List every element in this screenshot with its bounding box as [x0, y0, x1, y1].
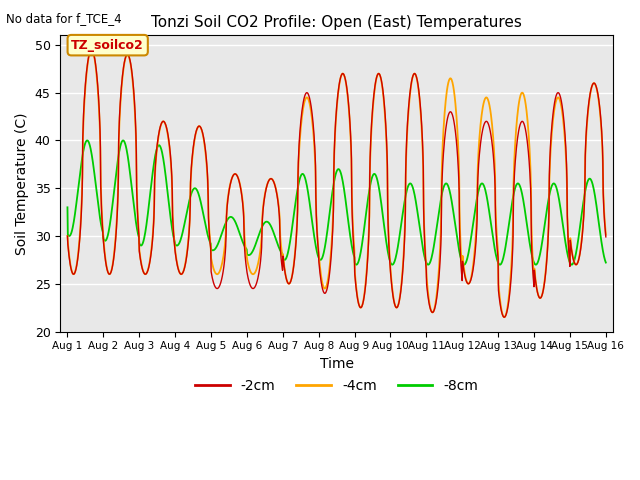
Text: No data for f_TCE_4: No data for f_TCE_4 [6, 12, 122, 25]
Text: TZ_soilco2: TZ_soilco2 [71, 39, 144, 52]
Title: Tonzi Soil CO2 Profile: Open (East) Temperatures: Tonzi Soil CO2 Profile: Open (East) Temp… [151, 15, 522, 30]
Y-axis label: Soil Temperature (C): Soil Temperature (C) [15, 112, 29, 255]
Legend: -2cm, -4cm, -8cm: -2cm, -4cm, -8cm [189, 373, 484, 399]
X-axis label: Time: Time [319, 357, 354, 371]
